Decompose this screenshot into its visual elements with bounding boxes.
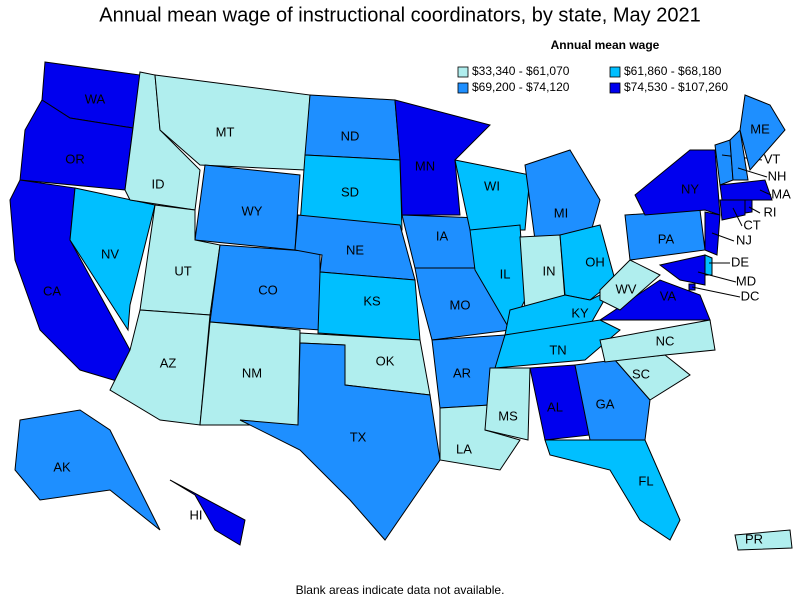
- state: [109, 309, 211, 426]
- state-label: NJ: [736, 232, 752, 247]
- legend-swatch: [609, 66, 621, 78]
- state-label: HI: [190, 507, 203, 522]
- state-label: VT: [764, 151, 781, 166]
- state-label: GA: [596, 396, 615, 411]
- state: [544, 439, 681, 541]
- state-label: MI: [554, 205, 568, 220]
- state-label: VA: [660, 288, 677, 303]
- state: [414, 267, 511, 341]
- state-label: AR: [453, 365, 471, 380]
- legend-label: $61,860 - $68,180: [624, 64, 722, 78]
- state-label: MN: [415, 158, 435, 173]
- state: [729, 128, 749, 181]
- state-label: IL: [500, 266, 511, 281]
- state: [734, 529, 793, 551]
- state-label: OR: [65, 151, 85, 166]
- state-label: ID: [152, 176, 165, 191]
- state-label: WI: [484, 178, 500, 193]
- state-label: OK: [376, 353, 395, 368]
- legend-label: $33,340 - $61,070: [472, 64, 570, 78]
- state-label: MD: [736, 273, 756, 288]
- state-label: NM: [242, 365, 262, 380]
- state-label: KY: [571, 305, 589, 320]
- state: [704, 254, 713, 276]
- legend-swatch: [457, 66, 469, 78]
- legend-label: $74,530 - $107,260: [624, 80, 728, 94]
- state-label: NV: [101, 246, 119, 261]
- state-label: CA: [43, 283, 61, 298]
- state-label: CO: [258, 282, 278, 297]
- leader-line: [759, 189, 772, 196]
- state: [599, 319, 716, 363]
- state-label: SD: [341, 184, 359, 199]
- states: WA OR CA NV ID MT WY UT AZ CO NM ND SD NE KS OK TX MN IA MO…: [9, 61, 793, 551]
- state: [744, 199, 753, 214]
- map-title: Annual mean wage of instructional coordi…: [99, 4, 700, 26]
- leader-line: [697, 271, 737, 283]
- state-label: OH: [585, 254, 605, 269]
- state: [454, 159, 531, 231]
- state-label: WA: [85, 91, 106, 106]
- state-label: KS: [363, 293, 381, 308]
- state-label: IN: [543, 263, 556, 278]
- legend-title: Annual mean wage: [551, 38, 660, 52]
- state-label: AZ: [160, 355, 177, 370]
- state: [599, 259, 661, 311]
- state-label: NY: [681, 181, 699, 196]
- state: [14, 409, 161, 531]
- state-label: ME: [750, 121, 770, 136]
- state: [484, 367, 531, 441]
- state: [719, 199, 746, 221]
- state-label: PR: [745, 531, 763, 546]
- state: [739, 94, 786, 172]
- state: [598, 279, 711, 321]
- state-label: IA: [436, 228, 449, 243]
- state: [394, 99, 491, 216]
- state-label: UT: [174, 263, 191, 278]
- legend-swatch: [609, 82, 621, 94]
- legend-label: $69,200 - $74,120: [472, 80, 570, 94]
- state: [299, 154, 403, 231]
- state-label: LA: [456, 441, 472, 456]
- state-label: PA: [658, 231, 675, 246]
- state-label: WY: [242, 203, 263, 218]
- state: [239, 342, 441, 541]
- state-label: MA: [771, 186, 791, 201]
- state: [524, 149, 601, 241]
- state-label: AL: [547, 399, 563, 414]
- state: [169, 479, 246, 546]
- state-label: MT: [216, 124, 235, 139]
- legend: $33,340 - $61,070 $61,860 - $68,180 $69,20…: [457, 64, 728, 94]
- state: [658, 254, 706, 286]
- state-label: NC: [656, 333, 675, 348]
- state-label: SC: [632, 366, 650, 381]
- state-label: NH: [768, 168, 787, 183]
- footnote: Blank areas indicate data not available.: [296, 583, 505, 597]
- state-label: DE: [731, 254, 749, 269]
- leader-line: [732, 207, 743, 227]
- state-label: FL: [638, 473, 653, 488]
- leader-line: [691, 286, 741, 298]
- state-label: DC: [741, 288, 760, 303]
- state-label: MS: [498, 408, 518, 423]
- state-label: TX: [350, 429, 367, 444]
- legend-swatch: [457, 82, 469, 94]
- state-label: RI: [764, 204, 777, 219]
- state-label: TN: [549, 342, 566, 357]
- leader-line: [748, 206, 761, 214]
- state-label: MO: [450, 297, 471, 312]
- state-label: WV: [616, 281, 637, 296]
- leader-line: [711, 232, 735, 242]
- state-label: NE: [346, 242, 364, 257]
- state-label: CT: [743, 217, 760, 232]
- state-label: AK: [53, 459, 71, 474]
- state: [154, 74, 311, 171]
- state-label: ND: [341, 128, 360, 143]
- state: [719, 179, 773, 201]
- leader-line: [737, 167, 768, 178]
- state: [634, 149, 721, 216]
